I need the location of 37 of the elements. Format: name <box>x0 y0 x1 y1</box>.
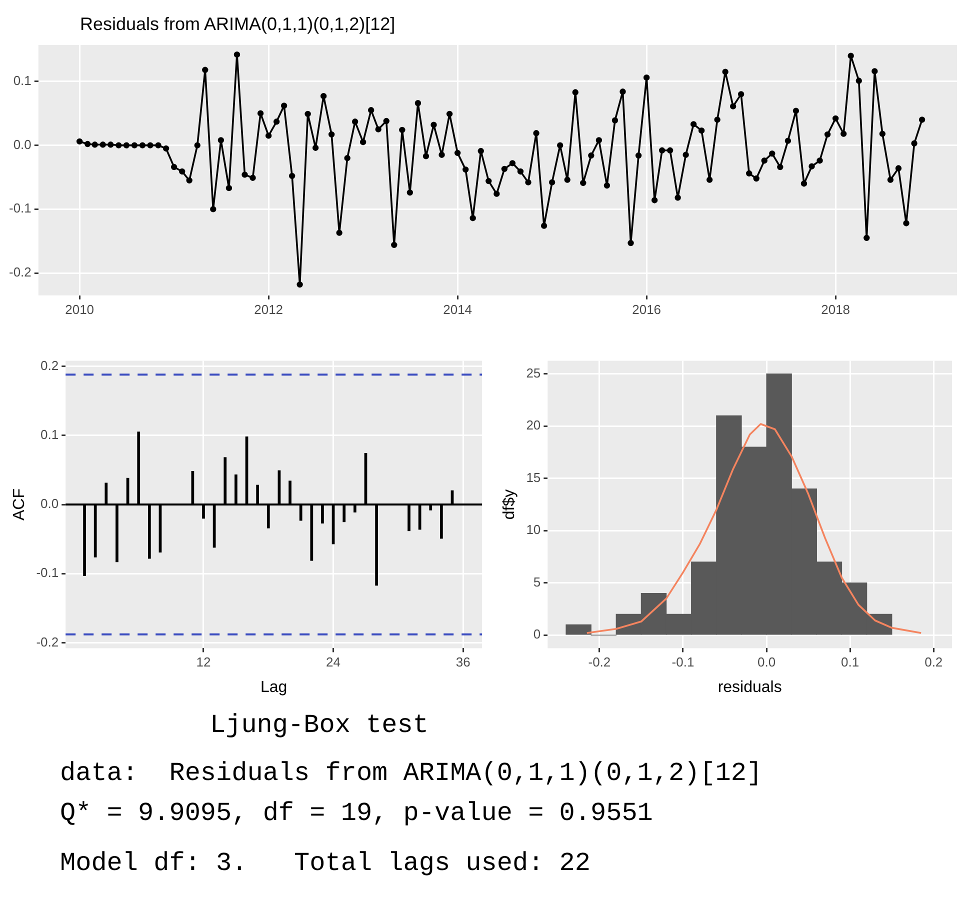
y-axis-title: df$y <box>501 489 518 520</box>
y-tick-label: 0.0 <box>13 136 32 152</box>
x-axis-title: Lag <box>260 678 288 696</box>
x-tick-label: 0.2 <box>924 654 943 670</box>
y-axis-title: ACF <box>11 488 28 520</box>
y-tick-label: 15 <box>526 470 541 485</box>
x-tick-label: 2018 <box>821 302 850 317</box>
x-tick-label: 12 <box>196 654 211 670</box>
y-tick-label: -0.2 <box>36 634 59 650</box>
y-tick-label: 0 <box>533 626 541 642</box>
text: data: Residuals from ARIMA(0,1,1)(0,1,2)[12] <box>60 757 764 790</box>
y-tick-label: 0.1 <box>40 426 59 442</box>
y-tick-label: -0.1 <box>36 565 59 580</box>
x-axis-title: residuals <box>718 678 782 696</box>
x-tick-label: -0.2 <box>588 654 611 670</box>
x-tick-label: 0.0 <box>758 654 776 670</box>
x-tick-label: 24 <box>326 654 341 670</box>
text: Ljung-Box test <box>209 709 430 742</box>
x-tick-label: 2012 <box>254 302 284 317</box>
y-tick-label: 0.2 <box>40 358 59 373</box>
x-tick-label: -0.1 <box>672 654 694 670</box>
y-tick-label: 5 <box>533 574 541 590</box>
y-tick-label: 0.1 <box>13 72 32 88</box>
text: Q* = 9.9095, df = 19, p-value = 0.9551 <box>60 797 654 830</box>
y-tick-label: 20 <box>526 418 541 433</box>
y-tick-label: -0.2 <box>8 264 32 280</box>
x-tick-label: 0.1 <box>841 654 860 670</box>
chart-title: Residuals from ARIMA(0,1,1)(0,1,2)[12] <box>80 14 396 35</box>
y-tick-label: -0.1 <box>8 200 32 216</box>
x-tick-label: 2014 <box>443 302 472 317</box>
x-tick-label: 36 <box>456 654 470 670</box>
x-tick-label: 2016 <box>632 302 662 317</box>
y-tick-label: 0.0 <box>40 496 59 512</box>
x-tick-label: 2010 <box>65 302 94 317</box>
y-tick-label: 10 <box>526 522 541 538</box>
text: Model df: 3. Total lags used: 22 <box>60 847 592 880</box>
y-tick-label: 25 <box>526 365 541 380</box>
